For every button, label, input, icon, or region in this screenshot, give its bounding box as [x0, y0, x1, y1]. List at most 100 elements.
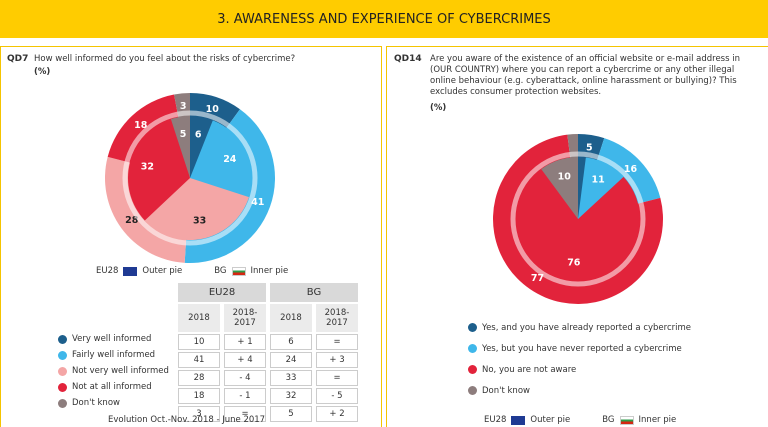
- legend-series: BG: [602, 415, 615, 425]
- legend-item: Don't know: [58, 395, 169, 411]
- legend-item: Not very well informed: [58, 363, 169, 379]
- question: Are you aware of the existence of an off…: [430, 54, 740, 97]
- table-value: 18: [178, 388, 220, 404]
- category-legend: Yes, and you have already reported a cyb…: [468, 317, 691, 401]
- pie-slice: [578, 157, 624, 219]
- table-value: 33: [270, 370, 312, 386]
- pie-slice: [144, 178, 249, 240]
- table-value: 32: [270, 388, 312, 404]
- legend-ring: Inner pie: [638, 415, 677, 425]
- legend-label: Not at all informed: [72, 382, 152, 392]
- flag: [231, 266, 246, 276]
- unit: (%): [34, 67, 51, 77]
- legend-series: BG: [214, 266, 227, 276]
- slice-label: 10: [558, 172, 572, 183]
- pie-slice: [127, 119, 190, 221]
- pie-slice: [190, 120, 252, 198]
- legend-label: No, you are not aware: [482, 364, 577, 375]
- legend-label: Very well informed: [72, 334, 152, 344]
- table-row: 28- 4 33 =: [178, 370, 358, 386]
- legend-ring: Outer pie: [530, 415, 571, 425]
- slice-label: 33: [193, 215, 206, 226]
- left-panel: [0, 46, 382, 427]
- legend-dot: [58, 334, 67, 344]
- table-change: + 1: [224, 334, 266, 350]
- legend-label: Don't know: [482, 385, 530, 396]
- table-change: =: [316, 334, 358, 350]
- table-value: 41: [178, 352, 220, 368]
- table-change: - 5: [316, 388, 358, 404]
- table-change: + 4: [224, 352, 266, 368]
- slice-label: 77: [531, 273, 544, 284]
- table-header: EU28 BG: [178, 283, 358, 302]
- ring-legend: EU28 Outer pie BG Inner pie: [96, 266, 288, 276]
- table-value: 3: [178, 406, 220, 422]
- slice-label: 3: [180, 101, 187, 112]
- pie-slice: [516, 169, 640, 281]
- ring-separator: [122, 110, 258, 246]
- slice-label: 32: [141, 162, 154, 173]
- question-code: QD14: [394, 54, 422, 64]
- legend-item: Yes, but you have never reported a cyber…: [468, 338, 691, 359]
- flag: [123, 266, 138, 276]
- table-value: 6: [270, 334, 312, 350]
- table-value: 5: [270, 406, 312, 422]
- question-code: QD7: [7, 54, 29, 64]
- legend-dot: [58, 350, 67, 360]
- slice-label: 41: [251, 197, 264, 208]
- ring-separator: [510, 151, 646, 287]
- table-change: =: [224, 406, 266, 422]
- pie-slice: [541, 157, 578, 219]
- slice-label: 6: [195, 129, 202, 140]
- table-value: 28: [178, 370, 220, 386]
- legend-dot: [468, 323, 477, 332]
- legend-item: Very well informed: [58, 331, 169, 347]
- slice-label: 18: [134, 120, 148, 131]
- pie-slice: [170, 116, 190, 178]
- legend-dot: [58, 366, 67, 376]
- slice-label: 76: [567, 257, 581, 268]
- table-change: - 1: [224, 388, 266, 404]
- legend-label: Don't know: [72, 398, 120, 408]
- legend-dot: [468, 365, 477, 374]
- table-row: 41 + 4 24 + 3: [178, 352, 358, 368]
- legend-label: Not very well informed: [72, 366, 169, 376]
- unit: (%): [430, 103, 447, 113]
- legend-dot: [468, 386, 477, 395]
- legend-item: Fairly well informed: [58, 347, 169, 363]
- legend-label: Yes, but you have never reported a cyber…: [482, 343, 682, 354]
- flag: [619, 415, 634, 425]
- legend-ring: Inner pie: [250, 266, 289, 276]
- table-change: + 3: [316, 352, 358, 368]
- slice-label: 10: [206, 104, 220, 115]
- legend-dot: [468, 344, 477, 353]
- column-subheader: 2018: [270, 304, 312, 332]
- question: How well informed do you feel about the …: [34, 54, 296, 64]
- table-value: 24: [270, 352, 312, 368]
- table-change: =: [316, 370, 358, 386]
- slice-label: 5: [180, 129, 187, 140]
- category-legend: Very well informed Fairly well informed No…: [58, 331, 169, 411]
- flag: [511, 415, 526, 425]
- legend-dot: [58, 382, 67, 392]
- pie-chart: 5 16 77 11 76 10: [493, 134, 663, 305]
- table-change: - 4: [224, 370, 266, 386]
- legend-label: Yes, and you have already reported a cyb…: [482, 322, 692, 333]
- table-row: 3 = 5 + 2: [178, 406, 358, 422]
- legend-item: Not at all informed: [58, 379, 169, 395]
- slice-label: 24: [223, 154, 237, 165]
- legend-series: EU28: [96, 266, 119, 276]
- column-header: EU28: [178, 283, 266, 302]
- table-note: Evolution Oct.-Nov. 2018 - June 2017: [108, 415, 266, 425]
- table-row: 18- 1 32- 5: [178, 388, 358, 404]
- pie-slice: [578, 157, 586, 219]
- legend-series: EU28: [484, 415, 507, 425]
- table-row: 10 + 1 6 =: [178, 334, 358, 350]
- slice-label: 28: [125, 215, 139, 226]
- legend-dot: [58, 398, 67, 408]
- pie-slice: [190, 116, 213, 178]
- column-subheader: 2018-2017: [224, 304, 266, 332]
- slice-label: 11: [592, 174, 605, 185]
- column-header: BG: [270, 283, 358, 302]
- header-title: 3. AWARENESS AND EXPERIENCE OF CYBERCRIM…: [0, 0, 768, 38]
